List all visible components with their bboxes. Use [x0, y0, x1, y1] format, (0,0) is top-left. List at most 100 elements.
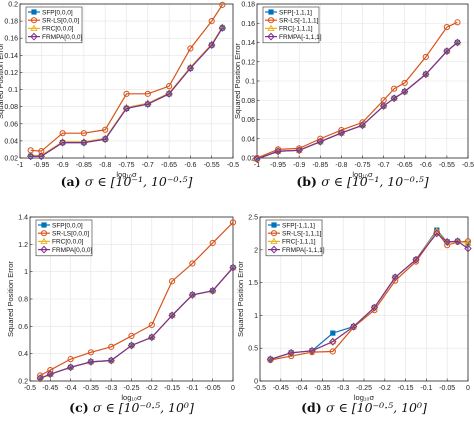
legend-marker — [267, 17, 275, 24]
legend-marker — [40, 245, 48, 254]
legend-marker — [30, 24, 38, 32]
x-tick-label: -0.2 — [379, 385, 391, 392]
x-axis-label: log₁₀σ — [116, 170, 137, 179]
data-point — [329, 337, 337, 346]
x-tick-label: -0.45 — [42, 385, 58, 392]
x-tick-label: -0.85 — [312, 162, 328, 169]
data-point — [412, 255, 420, 263]
data-point — [26, 152, 35, 161]
y-tick-label: 0.1 — [8, 87, 18, 94]
y-tick-label: 0.16 — [241, 21, 255, 28]
data-point — [37, 152, 45, 161]
data-point — [148, 333, 156, 342]
x-tick-label: -0.75 — [355, 162, 371, 169]
y-tick-label: 1.5 — [248, 280, 258, 287]
x-axis-label: log₁₀σ — [354, 393, 375, 402]
data-point — [209, 286, 217, 294]
legend-marker — [270, 230, 278, 237]
y-tick-label: 0.04 — [4, 138, 18, 145]
y-tick-label: 0.5 — [248, 346, 258, 353]
data-point — [209, 239, 216, 247]
legend-marker — [30, 32, 38, 41]
data-point — [444, 242, 451, 249]
legend-entry: SR-LS[-1,1,1] — [282, 231, 322, 238]
legend-entry: SFP[-1,1,1] — [282, 222, 315, 229]
legend-marker — [31, 9, 37, 15]
data-point — [128, 332, 135, 339]
legend-marker — [267, 24, 275, 32]
legend-entry: FRC[-1,1,1] — [279, 26, 313, 33]
caption-label: (b) — [296, 174, 321, 189]
data-point — [412, 255, 420, 264]
data-point — [443, 24, 450, 31]
y-tick-label: 0.16 — [4, 36, 18, 43]
legend-marker — [40, 230, 48, 237]
caption-text: σ ∈ [10⁻⁰·⁵, 10⁰] — [326, 400, 427, 415]
panel-caption: (c) σ ∈ [10⁻⁰·⁵, 10⁰] — [69, 400, 194, 415]
data-point — [208, 18, 215, 25]
data-point — [46, 370, 54, 379]
panel-caption: (a) σ ∈ [10⁻¹, 10⁻⁰·⁵] — [61, 174, 193, 189]
x-tick-label: -0.15 — [398, 385, 414, 392]
series-line-1 — [30, 4, 223, 152]
data-point — [229, 263, 237, 271]
x-tick-label: -0.6 — [184, 162, 196, 169]
x-tick-label: -0.7 — [142, 162, 154, 169]
data-point — [59, 130, 66, 137]
x-tick-label: -0.5 — [462, 162, 474, 169]
x-tick-label: -0.1 — [186, 385, 198, 392]
data-point — [66, 363, 75, 372]
y-axis-label: Squared Position Error — [6, 261, 15, 337]
legend-marker — [270, 237, 278, 245]
legend-marker — [270, 245, 278, 254]
data-point — [433, 229, 441, 238]
x-tick-label: -0.05 — [205, 385, 221, 392]
x-tick-label: -0.3 — [337, 385, 349, 392]
y-tick-label: 2 — [254, 247, 258, 254]
y-tick-label: 0.18 — [4, 19, 18, 26]
data-point — [148, 321, 155, 329]
data-point — [188, 290, 197, 299]
data-point — [127, 341, 136, 350]
data-point — [122, 104, 131, 113]
chart-panel-b: -1 -0.95 -0.9 -0.85 -0.8 -0.75 -0.7 -0.65 -0.6 -0… — [233, 2, 474, 190]
data-point — [464, 238, 472, 245]
x-tick-label: -0.55 — [204, 162, 220, 169]
x-tick-label: -0.2 — [146, 385, 158, 392]
data-point — [358, 121, 367, 130]
x-tick-label: -1 — [17, 162, 23, 169]
data-point — [169, 278, 176, 285]
data-point — [144, 100, 152, 109]
data-point — [443, 237, 451, 246]
x-tick-label: -1 — [254, 162, 260, 169]
series-line-3 — [39, 267, 234, 379]
data-point — [107, 356, 115, 365]
x-tick-label: -0.1 — [420, 385, 432, 392]
data-point — [166, 83, 173, 90]
chart-panel-a: -1 -0.95 -0.9 -0.85 -0.8 -0.75 -0.7 -0.65 -0.6 -0… — [0, 2, 239, 190]
caption-label: (c) — [69, 400, 93, 415]
data-point — [275, 146, 282, 153]
x-tick-label: -0.3 — [105, 385, 117, 392]
data-point — [168, 311, 176, 319]
x-tick-label: -0.35 — [314, 385, 330, 392]
x-tick-label: -0.4 — [296, 385, 308, 392]
y-axis-label: Squared Position Error — [233, 43, 242, 119]
y-tick-label: 0.14 — [241, 40, 255, 47]
x-tick-label: -0.15 — [164, 385, 180, 392]
data-point — [67, 356, 74, 363]
data-point — [189, 260, 196, 267]
x-tick-label: -0.6 — [420, 162, 432, 169]
caption-text: σ ∈ [10⁻¹, 10⁻⁰·⁵] — [321, 174, 429, 189]
y-tick-label: 0.02 — [241, 156, 255, 163]
data-point — [379, 102, 388, 110]
y-tick-label: 0.02 — [4, 156, 18, 163]
x-tick-label: -0.95 — [33, 162, 49, 169]
legend-marker — [268, 9, 274, 15]
data-point — [443, 47, 451, 56]
x-tick-label: -0.4 — [65, 385, 77, 392]
data-point — [229, 263, 237, 272]
data-point — [80, 138, 88, 147]
y-tick-label: 1.2 — [18, 242, 28, 249]
